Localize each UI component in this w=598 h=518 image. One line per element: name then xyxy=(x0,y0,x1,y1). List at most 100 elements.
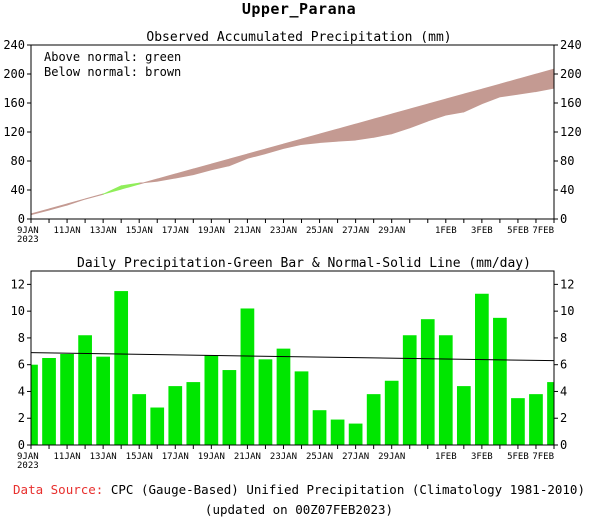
daily-bar xyxy=(276,348,291,445)
daily-bar xyxy=(384,380,399,445)
x-tick-label: 9JAN xyxy=(17,226,39,236)
daily-bar xyxy=(330,419,345,445)
x-tick-label: 5FEB xyxy=(507,452,529,462)
daily-bar xyxy=(204,355,219,445)
y-tick-label-left: 160 xyxy=(3,96,25,110)
x-tick-label: 27JAN xyxy=(342,226,369,236)
legend-below-normal: Below normal: brown xyxy=(44,65,181,79)
x-tick-label: 11JAN xyxy=(54,226,81,236)
y-tick-label-left: 12 xyxy=(11,277,25,291)
daily-bar xyxy=(312,410,327,445)
page-title: Upper_Parana xyxy=(241,0,357,18)
daily-y-axis: 0 0 2 2 4 4 6 6 8 8 10 10 12 12 xyxy=(11,277,575,452)
updated-stamp: (updated on 00Z07FEB2023) xyxy=(204,502,394,517)
x-tick-label: 19JAN xyxy=(198,226,225,236)
daily-bar xyxy=(493,317,507,445)
x-tick-label: 21JAN xyxy=(234,452,261,462)
daily-bar xyxy=(438,335,453,445)
y-tick-label-right: 12 xyxy=(560,277,574,291)
accum-chart-title: Observed Accumulated Precipitation (mm) xyxy=(146,30,451,45)
daily-bar xyxy=(511,398,525,445)
accum-y-axis: 0 0 40 40 80 80 120 120 160 160 200 200 240 240 xyxy=(3,38,581,226)
x-tick-label: 27JAN xyxy=(342,452,369,462)
x-tick-label: 3FEB xyxy=(471,452,493,462)
y-tick-label-left: 120 xyxy=(3,125,25,139)
charts-canvas: Observed Accumulated Precipitation (mm) … xyxy=(3,30,581,471)
data-source-line: Data Source: CPC (Gauge-Based) Unified P… xyxy=(0,482,598,497)
data-source-text: CPC (Gauge-Based) Unified Precipitation … xyxy=(110,482,585,497)
y-tick-label-right: 8 xyxy=(560,331,567,345)
x-tick-label: 25JAN xyxy=(306,226,333,236)
y-tick-label-left: 240 xyxy=(3,38,25,52)
y-tick-label-right: 40 xyxy=(560,183,574,197)
y-tick-label-left: 10 xyxy=(11,304,25,318)
daily-bar xyxy=(186,382,201,445)
daily-chart-title: Daily Precipitation-Green Bar & Normal-S… xyxy=(77,256,531,271)
daily-bar xyxy=(475,293,489,445)
x-tick-label: 3FEB xyxy=(471,226,493,236)
x-tick-year-label: 2023 xyxy=(17,235,39,245)
x-tick-label: 5FEB xyxy=(507,226,529,236)
normal-line xyxy=(30,352,555,362)
y-tick-label-right: 0 xyxy=(560,438,567,452)
daily-bars xyxy=(31,291,554,445)
x-tick-label: 15JAN xyxy=(126,226,153,236)
y-tick-label-right: 10 xyxy=(560,304,574,318)
data-source-label: Data Source: xyxy=(13,482,104,497)
daily-bar xyxy=(294,371,309,445)
daily-bar xyxy=(366,394,381,445)
daily-bar xyxy=(42,358,56,445)
x-tick-label: 13JAN xyxy=(90,452,117,462)
above-normal-area xyxy=(102,182,140,196)
y-tick-label-left: 80 xyxy=(11,154,25,168)
y-tick-label-right: 6 xyxy=(560,358,567,372)
x-tick-label: 25JAN xyxy=(306,452,333,462)
daily-plot-frame xyxy=(30,270,555,446)
daily-bar xyxy=(78,335,92,445)
y-tick-label-right: 120 xyxy=(560,125,582,139)
daily-bar xyxy=(420,319,435,445)
y-tick-label-left: 40 xyxy=(11,183,25,197)
x-tick-label: 23JAN xyxy=(270,452,297,462)
x-tick-label: 9JAN xyxy=(17,452,39,462)
daily-bar xyxy=(348,423,363,445)
x-tick-label: 17JAN xyxy=(162,452,189,462)
y-tick-label-left: 0 xyxy=(18,212,25,226)
x-tick-label: 1FEB xyxy=(435,452,457,462)
daily-bar xyxy=(402,335,417,445)
x-tick-label: 7FEB xyxy=(532,452,554,462)
y-tick-label-right: 4 xyxy=(560,384,567,398)
daily-bar xyxy=(456,386,471,445)
y-tick-label-right: 200 xyxy=(560,67,582,81)
y-tick-label-right: 160 xyxy=(560,96,582,110)
daily-bar xyxy=(529,394,543,445)
x-tick-label: 15JAN xyxy=(126,452,153,462)
x-tick-label: 29JAN xyxy=(378,226,405,236)
y-tick-label-left: 200 xyxy=(3,67,25,81)
x-tick-label: 11JAN xyxy=(54,452,81,462)
x-tick-label: 21JAN xyxy=(234,226,261,236)
daily-bar xyxy=(222,370,237,445)
y-tick-label-right: 0 xyxy=(560,212,567,226)
x-tick-label: 17JAN xyxy=(162,226,189,236)
x-tick-label: 29JAN xyxy=(378,452,405,462)
daily-bar xyxy=(240,308,255,445)
x-tick-year-label: 2023 xyxy=(17,461,39,471)
daily-bar xyxy=(60,353,74,445)
y-tick-label-left: 6 xyxy=(18,358,25,372)
daily-bar xyxy=(150,407,165,445)
x-tick-label: 19JAN xyxy=(198,452,225,462)
x-tick-label: 1FEB xyxy=(435,226,457,236)
y-tick-label-left: 2 xyxy=(18,411,25,425)
y-tick-label-right: 2 xyxy=(560,411,567,425)
daily-bar xyxy=(114,291,129,445)
x-tick-label: 7FEB xyxy=(532,226,554,236)
x-tick-label: 13JAN xyxy=(90,226,117,236)
y-tick-label-left: 0 xyxy=(18,438,25,452)
below-normal-area xyxy=(30,68,555,216)
daily-bar xyxy=(31,364,38,445)
y-tick-label-left: 4 xyxy=(18,384,25,398)
